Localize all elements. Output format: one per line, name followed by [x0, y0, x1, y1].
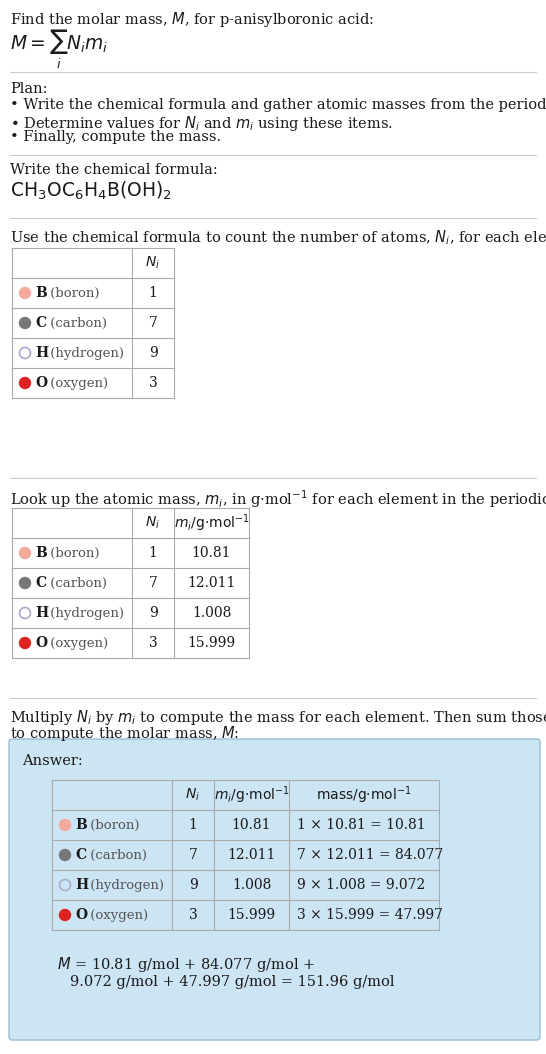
Text: B: B — [35, 546, 47, 560]
Text: $m_i$/g$\cdot$mol$^{-1}$: $m_i$/g$\cdot$mol$^{-1}$ — [174, 512, 250, 533]
Text: (boron): (boron) — [46, 287, 99, 299]
Text: Plan:: Plan: — [10, 82, 48, 96]
Text: B: B — [35, 286, 47, 300]
Circle shape — [20, 547, 31, 559]
Text: 7: 7 — [149, 575, 157, 590]
Text: 10.81: 10.81 — [192, 546, 232, 560]
Text: O: O — [75, 907, 87, 922]
Circle shape — [60, 910, 70, 920]
Text: Find the molar mass, $M$, for p-anisylboronic acid:: Find the molar mass, $M$, for p-anisylbo… — [10, 9, 374, 30]
Text: 9: 9 — [188, 878, 197, 892]
Text: 9.072 g/mol + 47.997 g/mol = 151.96 g/mol: 9.072 g/mol + 47.997 g/mol = 151.96 g/mo… — [70, 975, 395, 989]
Text: 3: 3 — [149, 376, 157, 390]
Text: 7: 7 — [149, 316, 157, 330]
Text: C: C — [35, 316, 46, 330]
Text: 7: 7 — [188, 848, 198, 862]
Text: 1: 1 — [149, 286, 157, 300]
Text: 7 × 12.011 = 84.077: 7 × 12.011 = 84.077 — [297, 848, 443, 862]
Text: 1: 1 — [188, 818, 198, 832]
FancyBboxPatch shape — [9, 739, 540, 1040]
Text: 3 × 15.999 = 47.997: 3 × 15.999 = 47.997 — [297, 907, 443, 922]
Text: (boron): (boron) — [86, 819, 139, 832]
Circle shape — [60, 850, 70, 860]
Text: Look up the atomic mass, $m_i$, in g$\cdot$mol$^{-1}$ for each element in the pe: Look up the atomic mass, $m_i$, in g$\cd… — [10, 488, 546, 510]
Text: (carbon): (carbon) — [46, 577, 107, 589]
Text: B: B — [75, 818, 87, 832]
Text: 9: 9 — [149, 346, 157, 360]
Circle shape — [20, 638, 31, 648]
Text: (hydrogen): (hydrogen) — [46, 606, 124, 620]
Text: C: C — [35, 575, 46, 590]
Text: Answer:: Answer: — [22, 754, 83, 768]
Text: 15.999: 15.999 — [187, 636, 235, 650]
Text: 10.81: 10.81 — [232, 818, 271, 832]
Text: $\mathrm{CH_3OC_6H_4B(OH)_2}$: $\mathrm{CH_3OC_6H_4B(OH)_2}$ — [10, 180, 172, 202]
Text: 1.008: 1.008 — [232, 878, 271, 892]
Circle shape — [20, 288, 31, 298]
Text: • Determine values for $N_i$ and $m_i$ using these items.: • Determine values for $N_i$ and $m_i$ u… — [10, 114, 393, 133]
Text: $M = \sum_i N_i m_i$: $M = \sum_i N_i m_i$ — [10, 28, 109, 71]
Circle shape — [20, 317, 31, 329]
Circle shape — [20, 377, 31, 389]
Text: • Finally, compute the mass.: • Finally, compute the mass. — [10, 130, 221, 144]
Text: $M$ = 10.81 g/mol + 84.077 g/mol +: $M$ = 10.81 g/mol + 84.077 g/mol + — [57, 955, 316, 974]
Text: Use the chemical formula to count the number of atoms, $N_i$, for each element:: Use the chemical formula to count the nu… — [10, 228, 546, 247]
Text: (oxygen): (oxygen) — [46, 637, 108, 649]
Text: $m_i$/g$\cdot$mol$^{-1}$: $m_i$/g$\cdot$mol$^{-1}$ — [213, 784, 289, 806]
Text: $N_i$: $N_i$ — [186, 786, 200, 803]
Text: 1 × 10.81 = 10.81: 1 × 10.81 = 10.81 — [297, 818, 426, 832]
Text: (carbon): (carbon) — [86, 848, 147, 861]
Circle shape — [60, 820, 70, 831]
Text: 3: 3 — [149, 636, 157, 650]
Text: Multiply $N_i$ by $m_i$ to compute the mass for each element. Then sum those val: Multiply $N_i$ by $m_i$ to compute the m… — [10, 708, 546, 727]
Text: (boron): (boron) — [46, 547, 99, 560]
Text: mass/g$\cdot$mol$^{-1}$: mass/g$\cdot$mol$^{-1}$ — [316, 784, 412, 806]
Text: (oxygen): (oxygen) — [46, 376, 108, 390]
Text: 15.999: 15.999 — [228, 907, 276, 922]
Text: 9 × 1.008 = 9.072: 9 × 1.008 = 9.072 — [297, 878, 425, 892]
Text: H: H — [75, 878, 88, 892]
Text: 12.011: 12.011 — [187, 575, 236, 590]
Text: H: H — [35, 606, 48, 620]
Text: (oxygen): (oxygen) — [86, 909, 148, 921]
Text: C: C — [75, 848, 86, 862]
Text: (hydrogen): (hydrogen) — [46, 347, 124, 359]
Text: 3: 3 — [188, 907, 197, 922]
Text: (hydrogen): (hydrogen) — [86, 878, 164, 892]
Text: O: O — [35, 376, 47, 390]
Text: H: H — [35, 346, 48, 360]
Text: 9: 9 — [149, 606, 157, 620]
Text: 1: 1 — [149, 546, 157, 560]
Circle shape — [20, 578, 31, 588]
Text: 12.011: 12.011 — [227, 848, 276, 862]
Text: (carbon): (carbon) — [46, 316, 107, 330]
Text: to compute the molar mass, $M$:: to compute the molar mass, $M$: — [10, 724, 239, 743]
Text: O: O — [35, 636, 47, 650]
Text: $N_i$: $N_i$ — [145, 255, 161, 271]
Text: 1.008: 1.008 — [192, 606, 231, 620]
Text: • Write the chemical formula and gather atomic masses from the periodic table.: • Write the chemical formula and gather … — [10, 98, 546, 112]
Text: Write the chemical formula:: Write the chemical formula: — [10, 163, 218, 177]
Text: $N_i$: $N_i$ — [145, 514, 161, 531]
